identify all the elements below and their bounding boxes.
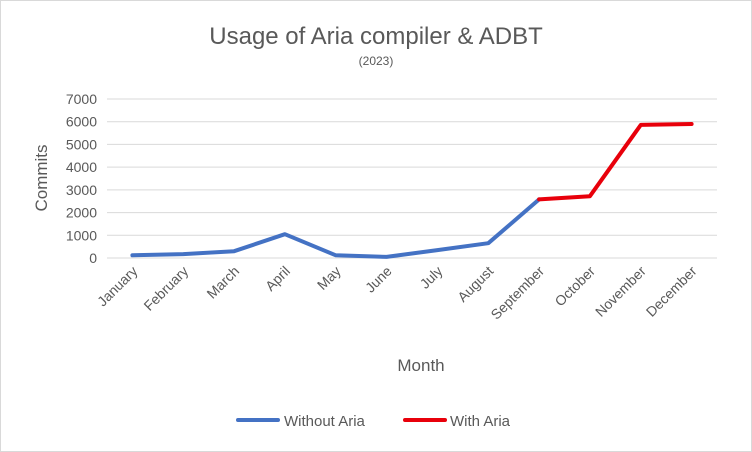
y-axis-ticks: 0 1000 2000 3000 4000 5000 6000 7000 — [66, 91, 97, 266]
series-lines — [130, 122, 694, 259]
chart-title: Usage of Aria compiler & ADBT — [209, 23, 543, 50]
series-line-without-aria — [130, 197, 542, 259]
legend-label-without-aria: Without Aria — [284, 413, 366, 430]
legend: Without Aria With Aria — [236, 413, 511, 430]
x-tick-label: April — [262, 263, 293, 294]
x-tick-label: January — [94, 263, 141, 310]
x-tick-label: October — [552, 263, 599, 310]
x-tick-label: May — [314, 263, 344, 293]
x-tick-label: March — [203, 263, 242, 302]
y-tick-label: 0 — [89, 250, 97, 266]
x-tick-label: November — [592, 263, 649, 320]
series-line-with-aria — [537, 122, 694, 202]
x-tick-label: June — [362, 263, 395, 296]
x-axis-label: Month — [397, 356, 444, 375]
x-tick-label: August — [454, 263, 496, 305]
y-tick-label: 7000 — [66, 91, 97, 107]
y-tick-label: 6000 — [66, 114, 97, 130]
gridlines — [107, 98, 717, 259]
y-tick-label: 2000 — [66, 205, 97, 221]
y-tick-label: 4000 — [66, 159, 97, 175]
y-tick-label: 5000 — [66, 136, 97, 152]
y-tick-label: 1000 — [66, 227, 97, 243]
x-axis-ticks: January February March April May June July Augu… — [94, 263, 700, 323]
x-tick-label: July — [417, 263, 446, 292]
x-tick-label: September — [487, 263, 547, 323]
x-tick-label: February — [140, 263, 191, 314]
legend-label-with-aria: With Aria — [450, 413, 511, 430]
chart-subtitle: (2023) — [359, 54, 394, 68]
y-tick-label: 3000 — [66, 182, 97, 198]
x-tick-label: December — [643, 263, 700, 320]
y-axis-label: Commits — [32, 144, 51, 211]
